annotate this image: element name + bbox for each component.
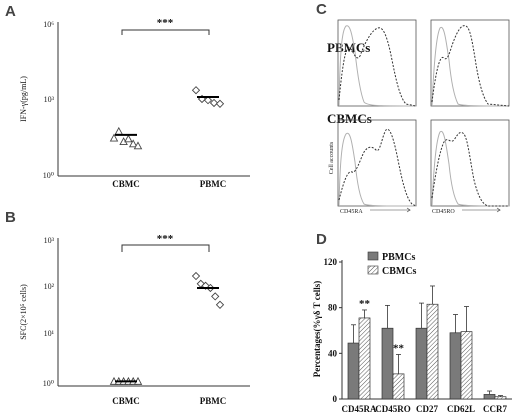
panel-label-b: B (5, 209, 16, 226)
panel-c-x-label-cd45ra: CD45RA (340, 209, 363, 215)
panel-label-d: D (316, 231, 327, 248)
histogram-pbmc-cd45ro-control-curve (431, 26, 510, 107)
panel-c-x-label-cd45ro: CD45RO (432, 209, 455, 215)
histogram-cbmc-cd45ra-control-curve (338, 132, 417, 207)
panel-b-points (109, 271, 225, 385)
panel-d-xtick-cd45ra: CD45RA (342, 404, 377, 414)
histogram-cbmc-cd45ra-frame (337, 119, 417, 207)
panel-b-y-label: SFC(2×10⁵ cells) (19, 284, 28, 340)
bar-cbmcs-cd62l (460, 331, 473, 400)
panel-d-xtick-cd27: CD27 (416, 404, 438, 414)
panel-a-point-pbmc-3 (209, 98, 219, 108)
panel-b-ytick-1e2: 10² (44, 282, 55, 291)
legend-label-cbmcs: CBMCs (382, 266, 417, 277)
panel-a-point-pbmc-4 (215, 99, 225, 108)
panel-c-x-arrow-1 (370, 207, 411, 213)
panel-b-ytick-1e3: 10³ (44, 236, 55, 245)
panel-c-x-arrow-2 (462, 207, 501, 213)
panel-b-scatter: SFC(2×10⁵ cells) CBMC PBMC 10³ 10² 10¹ 1… (19, 233, 250, 406)
histogram-cbmc-cd45ro-control-curve (431, 130, 510, 207)
bar-pbmcs-cd27 (415, 327, 428, 400)
panel-d-ytick-0: 0 (333, 394, 338, 404)
bar-pbmcs-cd45ro (381, 327, 394, 400)
panel-b-point-pbmc-5 (215, 300, 225, 309)
panel-b-ytick-1e0: 10⁰ (43, 379, 54, 388)
panel-d-xtick-cd45ro: CD45RO (375, 404, 411, 414)
legend-swatch-pbmcs (367, 251, 379, 261)
panel-a-cat-cbmc: CBMC (112, 179, 140, 189)
histogram-pbmc-cd45ra-control-curve (338, 25, 417, 107)
histogram-cbmc-cd45ro-stain-curve (431, 131, 509, 207)
panel-a-point-cbmc-5 (133, 141, 143, 150)
panel-b-point-pbmc-0 (191, 271, 201, 281)
panel-a-point-pbmc-0 (191, 86, 201, 95)
panel-a-point-cbmc-0 (109, 133, 119, 142)
legend-label-pbmcs: PBMCs (382, 252, 415, 263)
legend-swatch-cbmcs (367, 265, 379, 275)
panel-d-significance-cd45ra: ** (359, 298, 371, 310)
panel-b-point-pbmc-4 (211, 292, 220, 301)
panel-b-ytick-1e1: 10¹ (44, 329, 55, 338)
panel-label-c: C (316, 1, 327, 18)
panel-d-xtick-cd62l: CD62L (447, 404, 475, 414)
bar-cbmcs-cd45ro (392, 373, 405, 400)
panel-c-row-cbmcs: CBMCs (327, 111, 372, 126)
panel-d-ytick-80: 80 (328, 303, 338, 313)
bar-pbmcs-ccr7 (483, 394, 496, 400)
panel-a-ytick-1e3: 10³ (44, 95, 55, 104)
bar-pbmcs-cd62l (449, 332, 462, 400)
histogram-pbmc-cd45ra-frame (337, 19, 417, 107)
panel-a-points (109, 86, 225, 150)
panel-c-histograms: PBMCs CBMCs Cell accounts CD45RA CD45RO (327, 19, 510, 215)
histogram-cbmc-cd45ra-stain-curve (338, 128, 417, 207)
panel-b-cat-cbmc: CBMC (112, 396, 140, 406)
panel-a-ytick-1e6: 10⁶ (43, 20, 54, 29)
panel-a-point-cbmc-4 (128, 139, 138, 148)
bar-cbmcs-cd27 (426, 303, 439, 400)
panel-a-significance-bracket (121, 29, 210, 35)
panel-b-point-pbmc-2 (201, 281, 210, 290)
panel-d-bar-chart: Percentages(%γδ T cells) 04080120CD45RAC… (312, 251, 512, 414)
panel-d-ytick-40: 40 (328, 348, 338, 358)
bar-cbmcs-ccr7 (494, 396, 507, 400)
panel-a-y-label: IFN-γ(pg/mL) (19, 76, 28, 122)
panel-d-ytick-120: 120 (324, 257, 338, 267)
panel-a-point-cbmc-3 (124, 134, 133, 143)
panel-a-point-pbmc-2 (203, 96, 213, 105)
panel-label-a: A (5, 3, 16, 20)
histogram-pbmc-cd45ro-frame (430, 19, 510, 107)
panel-d-y-label: Percentages(%γδ T cells) (312, 281, 322, 378)
bar-pbmcs-cd45ra (347, 342, 360, 400)
panel-b-significance-label: *** (157, 233, 174, 245)
panel-b-cat-pbmc: PBMC (200, 396, 227, 406)
panel-d-xtick-ccr7: CCR7 (483, 404, 507, 414)
panel-c-y-label: Cell accounts (329, 141, 335, 174)
panel-a-significance-label: *** (157, 17, 174, 29)
histogram-pbmc-cd45ra-stain-curve (338, 27, 417, 107)
panel-a-ytick-1e0: 10⁰ (43, 171, 54, 180)
panel-a-cat-pbmc: PBMC (200, 179, 227, 189)
bar-cbmcs-cd45ra (358, 317, 371, 400)
panel-a-scatter: IFN-γ(pg/mL) CBMC PBMC 10⁶ 10³ 10⁰ *** (19, 17, 250, 189)
panel-a-point-cbmc-1 (114, 126, 124, 135)
histogram-cbmc-cd45ro-frame (430, 119, 510, 207)
panel-b-significance-bracket (121, 244, 210, 252)
histogram-pbmc-cd45ro-stain-curve (431, 25, 510, 107)
panel-d-significance-cd45ro: ** (393, 342, 405, 354)
